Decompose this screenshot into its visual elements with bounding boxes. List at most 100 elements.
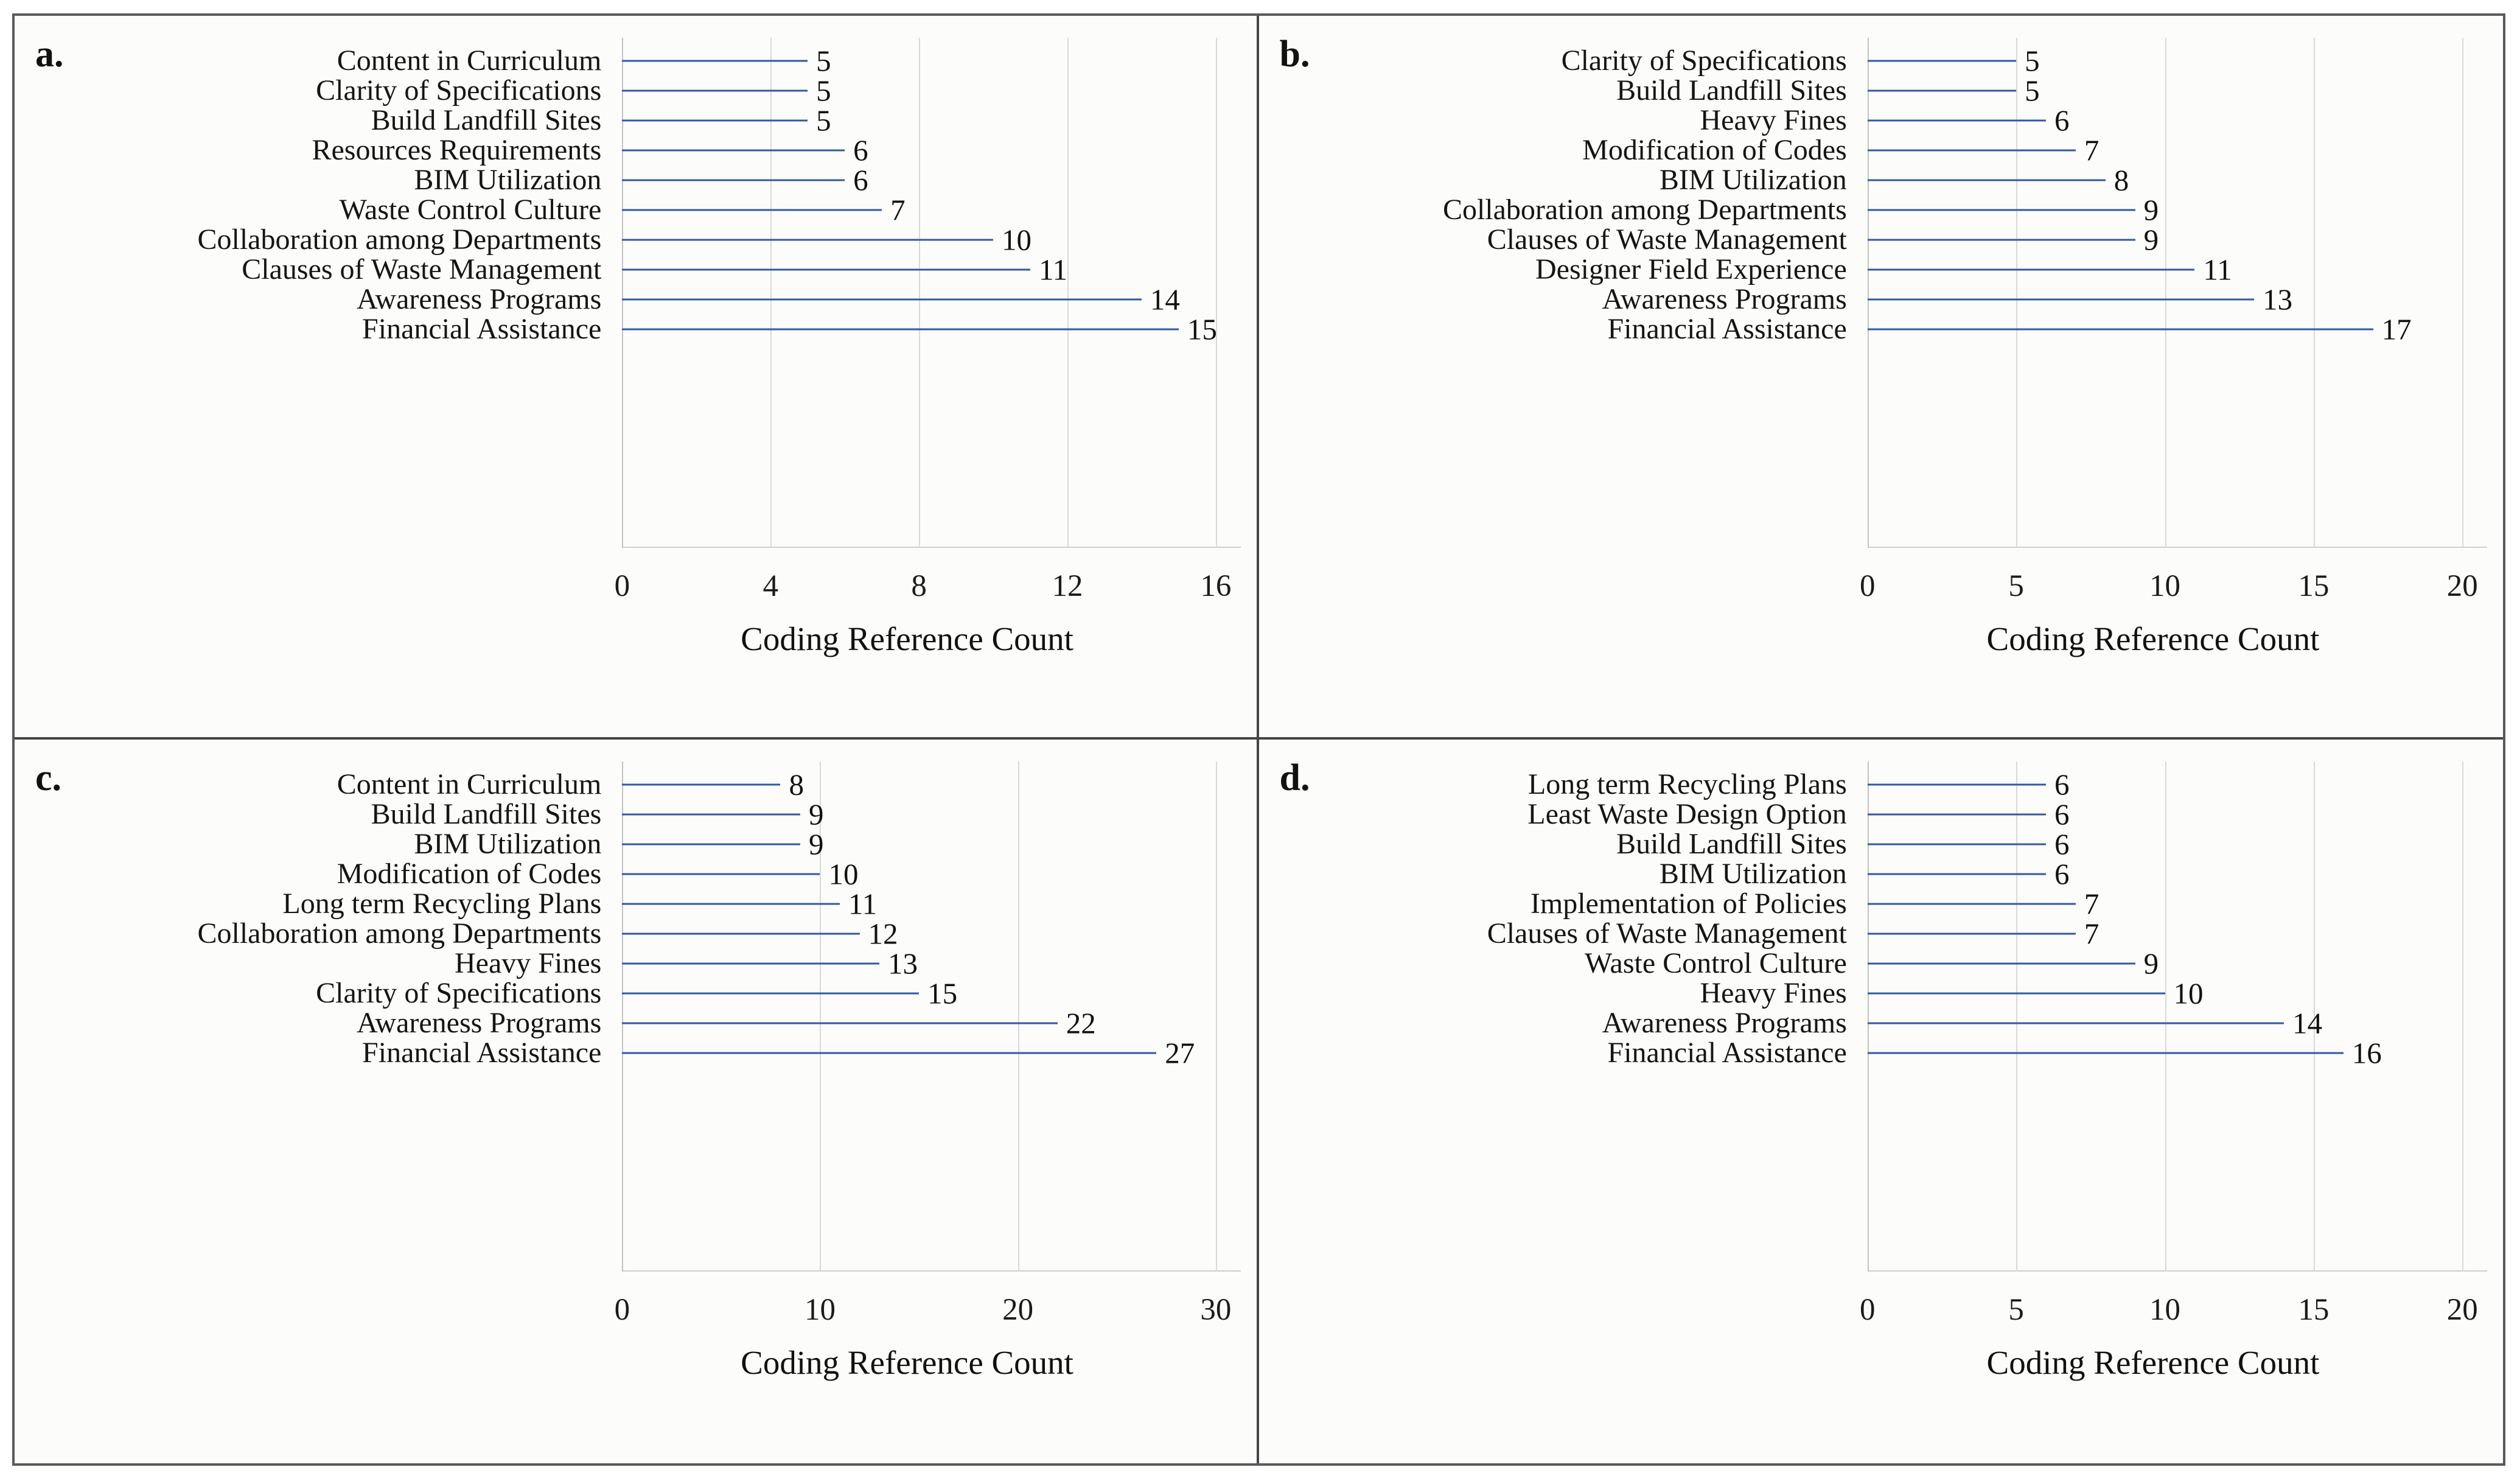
panel-b-plot: Clarity of Specifications 5 Build Landfill… [1272,38,2488,548]
value-label: 11 [1038,253,1068,287]
bar-row: Clauses of Waste Management 9 [1272,223,2488,257]
bar-row: Financial Assistance 16 [1272,1036,2488,1070]
bar [622,1052,1157,1054]
value-label: 16 [2351,1036,2382,1070]
value-label: 13 [2263,282,2293,317]
category-label: BIM Utilization [414,163,602,196]
category-label: Collaboration among Departments [197,223,602,256]
bar-row: Awareness Programs 14 [28,282,1241,317]
gridline [2462,38,2464,548]
bar [1867,298,2255,301]
category-label: Awareness Programs [1602,282,1847,315]
category-label: Build Landfill Sites [371,103,602,136]
value-label: 11 [848,887,878,921]
bar [622,149,845,152]
panel-c-letter: c. [35,757,62,799]
x-axis-title: Coding Reference Count [741,1344,1073,1381]
bar-row: Financial Assistance 15 [28,312,1241,346]
bar [1867,328,2373,331]
bar-row: BIM Utilization 6 [28,163,1241,197]
bar-row: Collaboration among Departments 12 [28,917,1241,951]
category-label: Long term Recycling Plans [1527,768,1847,800]
bar [1867,89,2017,92]
bar [622,873,820,875]
value-label: 10 [2173,976,2204,1010]
bar-row: Clauses of Waste Management 7 [1272,917,2488,951]
gridline [2165,38,2166,548]
category-label: Modification of Codes [1582,133,1847,166]
category-label: Collaboration among Departments [197,917,602,950]
grid-overlay [622,761,1241,1272]
panel-d: d. Long term Recycling Plans 6 Least Waste… [1259,740,2504,1463]
value-label: 6 [2054,857,2070,891]
x-axis-title-row: Coding Reference Count [28,620,1241,674]
bar-row: Clarity of Specifications 15 [28,977,1241,1010]
bar-row: Build Landfill Sites 9 [28,797,1241,831]
axis-line [622,761,624,1272]
x-axis-title-spacer [28,1343,622,1398]
gridline [2165,761,2166,1272]
x-tick-label: 10 [804,1293,836,1327]
category-label: Awareness Programs [357,282,602,315]
value-label: 5 [816,103,831,138]
grid-overlay [1867,761,2487,1272]
value-label: 6 [2054,827,2070,861]
value-label: 9 [808,827,824,861]
bar [1867,813,2047,816]
x-axis-title-row: Coding Reference Count [1272,1343,2488,1398]
bar [1867,933,2076,935]
bar [1867,783,2047,786]
bar-row: Heavy Fines 6 [1272,104,2488,138]
bar [1867,268,2195,271]
value-label: 7 [890,193,906,227]
x-tick-label: 0 [614,1293,630,1327]
value-label: 6 [853,163,868,197]
gridline [770,38,772,548]
category-label: Waste Control Culture [339,193,602,226]
category-label: Build Landfill Sites [371,797,602,830]
category-label: Financial Assistance [1607,312,1847,345]
value-label: 6 [853,133,868,167]
value-label: 11 [2203,253,2232,287]
bar [1867,962,2135,965]
bar-row: Awareness Programs 22 [28,1007,1241,1040]
value-label: 8 [789,768,804,802]
bar-row: Collaboration among Departments 9 [1272,193,2488,227]
x-tick-label: 20 [2446,1293,2478,1327]
axis-line [1867,38,1869,548]
bar [1867,149,2076,152]
value-label: 10 [828,857,859,891]
category-label: BIM Utilization [414,827,602,860]
x-tick-label: 0 [1860,569,1876,603]
value-label: 13 [888,947,918,981]
value-label: 6 [2054,768,2070,802]
gridline [2016,38,2018,548]
bar [1867,1022,2284,1024]
gridline [2313,38,2315,548]
bar-rows: Content in Curriculum 5 Clarity of Specifi… [28,44,1241,346]
category-label: Collaboration among Departments [1442,193,1847,226]
bar-row: Long term Recycling Plans 11 [28,887,1241,921]
value-label: 9 [2143,947,2159,981]
category-label: Financial Assistance [362,312,602,345]
value-label: 9 [2143,223,2159,257]
bar [1867,873,2047,875]
value-label: 8 [2113,163,2129,197]
bar [1867,1052,2344,1054]
value-label: 6 [2054,797,2070,831]
x-tick-label: 10 [2149,569,2181,603]
category-label: Implementation of Policies [1530,887,1847,920]
bar [622,933,860,935]
category-label: Clauses of Waste Management [242,253,602,285]
bar-row: Awareness Programs 13 [1272,282,2488,317]
value-label: 7 [2084,133,2099,167]
category-label: BIM Utilization [1659,857,1847,890]
panel-d-letter: d. [1279,757,1310,799]
category-label: Designer Field Experience [1535,253,1847,285]
x-axis-ticks: 0 10 20 30 [615,1272,1240,1343]
bar-row: Waste Control Culture 9 [1272,947,2488,981]
x-tick-label: 30 [1200,1293,1232,1327]
x-tick-label: 16 [1200,569,1232,603]
bar-row: Resources Requirements 6 [28,133,1241,167]
bar-row: Financial Assistance 27 [28,1037,1241,1070]
